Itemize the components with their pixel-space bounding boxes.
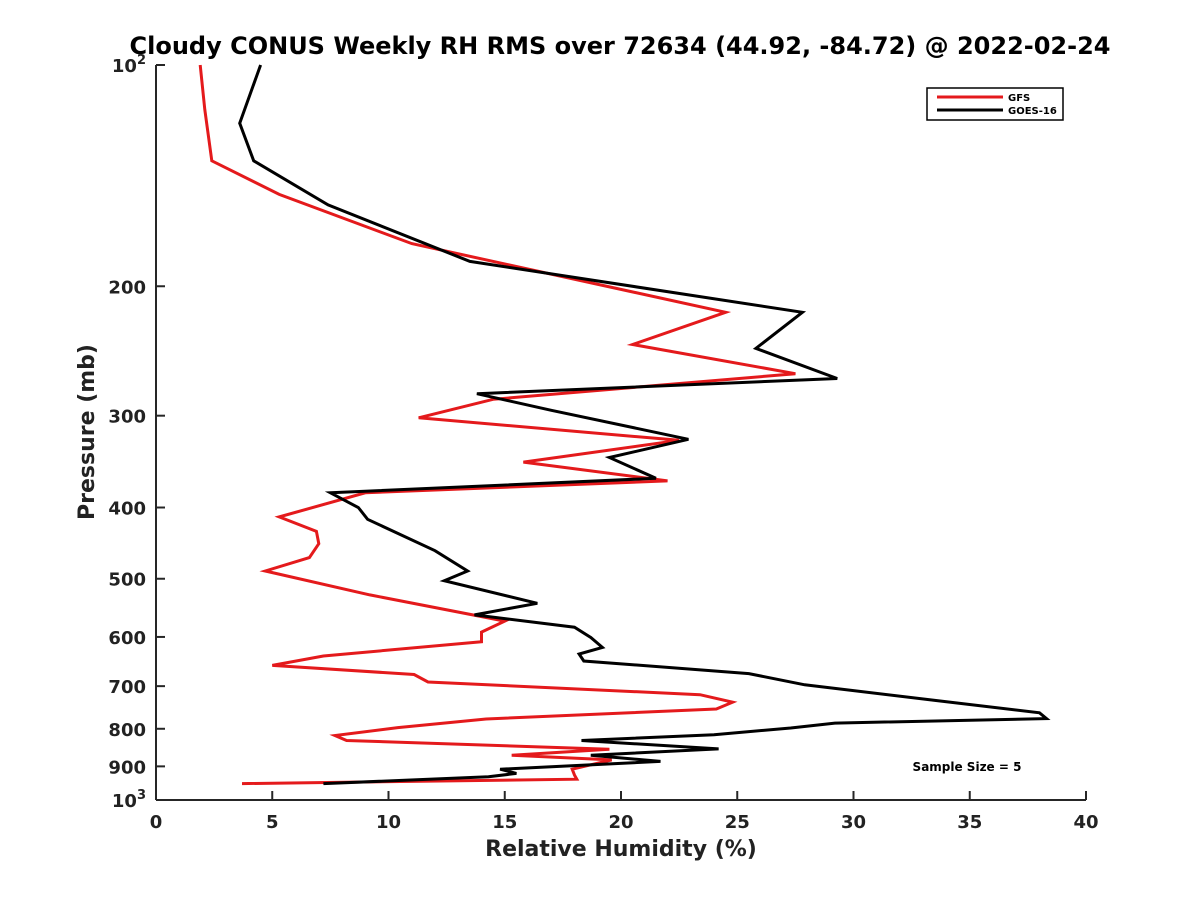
y-tick-label: 500 [108,570,146,591]
x-tick-label: 30 [841,812,866,833]
x-axis-label: Relative Humidity (%) [485,837,757,862]
series-layer [198,64,1051,786]
x-tick-label: 40 [1073,812,1098,833]
x-tick-label: 5 [266,812,279,833]
x-tick-label: 10 [376,812,401,833]
y-tick-label: 103 [112,788,146,812]
series-line-gfs [198,64,796,786]
x-tick-label: 25 [725,812,750,833]
legend-label: GFS [1008,93,1030,104]
y-tick-label: 900 [108,757,146,778]
y-axis-label: Pressure (mb) [75,344,100,520]
x-tick-label: 0 [150,812,163,833]
legend: GFS GOES-16 [926,87,1064,121]
chart-title: Cloudy CONUS Weekly RH RMS over 72634 (4… [130,32,1111,60]
series-line-goes16 [238,64,1051,786]
axes: 0 5 10 15 20 25 30 35 40 102 200 300 400 500 600 700 800… [108,53,1098,833]
y-tick-label: 102 [112,53,146,77]
y-tick-label: 600 [108,628,146,649]
legend-box [926,87,1064,121]
x-tick-label: 20 [608,812,633,833]
y-tick-label: 700 [108,677,146,698]
sample-size-annotation: Sample Size = 5 [913,760,1022,774]
x-tick-label: 15 [492,812,517,833]
y-tick-label: 200 [108,277,146,298]
legend-label: GOES-16 [1008,106,1057,117]
x-tick-label: 35 [957,812,982,833]
y-tick-label: 300 [108,407,146,428]
y-tick-label: 400 [108,499,146,520]
y-tick-label: 800 [108,720,146,741]
